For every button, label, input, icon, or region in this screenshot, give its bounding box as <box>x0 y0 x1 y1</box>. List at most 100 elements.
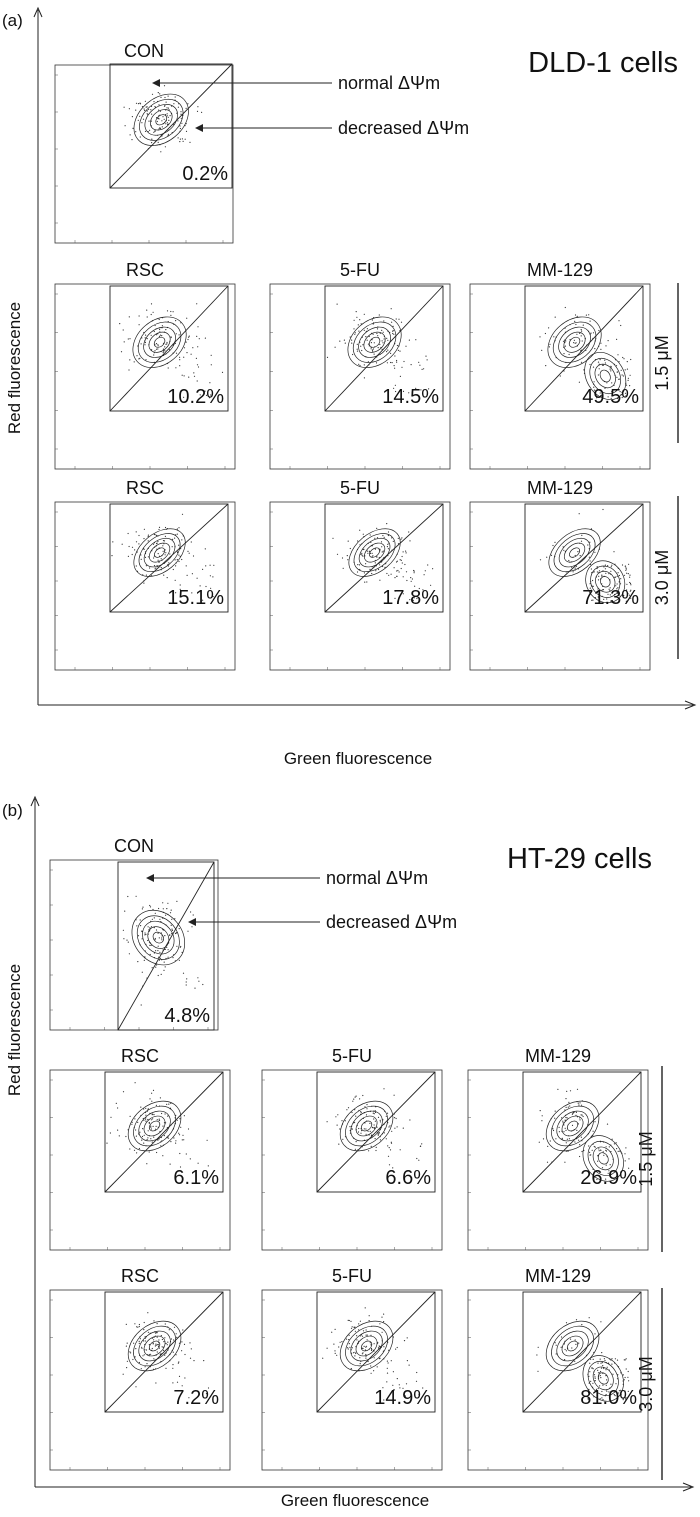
event-dot <box>143 1329 145 1331</box>
event-dot <box>621 564 624 566</box>
event-dot <box>160 973 162 976</box>
event-dot <box>189 1158 191 1160</box>
event-dot <box>362 555 364 557</box>
event-dot <box>140 558 142 561</box>
panel-title: DLD-1 cells <box>528 47 678 79</box>
event-dot <box>563 1343 566 1345</box>
event-dot <box>538 1141 540 1143</box>
density-contour <box>143 1335 166 1357</box>
annotation-arrowhead <box>195 124 203 132</box>
event-dot <box>153 1339 155 1341</box>
event-dot <box>158 1119 161 1121</box>
event-dot <box>375 1146 377 1148</box>
event-dot <box>141 938 143 940</box>
event-dot <box>373 1118 375 1120</box>
density-contour <box>148 1340 161 1352</box>
gate-diagonal <box>117 861 215 1031</box>
y-axis-label: Red fluorescence <box>5 302 24 434</box>
event-dot <box>370 342 372 344</box>
density-contour <box>138 533 181 573</box>
event-dot <box>410 364 412 366</box>
event-dot <box>389 1149 392 1151</box>
plot-name: RSC <box>126 478 164 498</box>
event-dot <box>150 1128 152 1130</box>
plot-name: 5-FU <box>332 1266 372 1286</box>
event-dot <box>138 315 140 317</box>
event-dot <box>348 1343 350 1345</box>
event-dot <box>135 531 137 533</box>
event-dot <box>578 513 580 515</box>
event-dot <box>415 1380 418 1382</box>
event-dot <box>602 1151 604 1153</box>
event-dot <box>408 392 410 394</box>
event-dot <box>623 574 626 576</box>
event-dot <box>142 985 144 987</box>
event-dot <box>167 902 169 904</box>
density-contour-low <box>589 357 622 395</box>
event-dot <box>135 102 138 104</box>
event-dot <box>175 1142 177 1144</box>
event-dot <box>170 933 173 935</box>
event-dot <box>379 1323 381 1325</box>
event-dot <box>390 573 392 575</box>
event-dot <box>413 570 415 572</box>
event-dot <box>589 320 591 322</box>
event-dot <box>598 1148 600 1150</box>
event-dot <box>375 362 378 364</box>
event-dot <box>141 1346 143 1348</box>
event-dot <box>168 1329 170 1331</box>
event-dot <box>191 592 193 594</box>
event-dot <box>150 1125 152 1127</box>
event-dot <box>597 579 600 581</box>
event-dot <box>150 334 152 336</box>
event-dot <box>405 571 408 573</box>
event-dot <box>598 1150 600 1152</box>
event-dot <box>578 381 581 383</box>
event-dot <box>602 508 604 511</box>
event-dot <box>363 1128 365 1130</box>
event-dot <box>395 1117 397 1120</box>
event-dot <box>122 1373 124 1375</box>
event-dot <box>606 1379 608 1381</box>
event-dot <box>157 345 159 347</box>
event-dot <box>162 545 164 547</box>
event-dot <box>426 359 428 361</box>
gate-box <box>117 861 215 1031</box>
event-dot <box>157 92 159 94</box>
plot-frame <box>49 1069 231 1251</box>
event-dot <box>591 599 593 601</box>
event-dot <box>374 537 376 539</box>
event-dot <box>399 375 401 377</box>
event-dot <box>575 323 577 326</box>
density-contour <box>345 1325 388 1367</box>
event-dot <box>394 577 396 579</box>
event-dot <box>564 1119 566 1121</box>
event-dot <box>352 1352 355 1354</box>
event-dot <box>616 590 618 592</box>
event-dot <box>607 396 609 398</box>
event-dot <box>347 1107 350 1109</box>
event-dot <box>421 368 423 370</box>
event-dot <box>123 938 125 940</box>
gate-diagonal <box>522 1291 642 1413</box>
event-dot <box>160 96 162 98</box>
event-dot <box>148 1151 150 1153</box>
event-dot <box>109 1132 111 1134</box>
event-dot <box>539 336 541 338</box>
plot-frame <box>54 501 236 671</box>
event-dot <box>157 945 159 947</box>
event-dot <box>157 1139 159 1141</box>
panel-title: HT-29 cells <box>507 843 652 875</box>
event-dot <box>168 119 170 121</box>
event-dot <box>611 382 613 384</box>
event-dot <box>364 1349 366 1351</box>
event-dot <box>158 1118 160 1120</box>
event-dot <box>574 567 576 569</box>
event-dot <box>151 93 154 95</box>
event-dot <box>188 552 190 554</box>
event-dot <box>136 355 138 357</box>
event-dot <box>176 1381 179 1383</box>
event-dot <box>156 1336 158 1338</box>
density-contour <box>144 104 178 136</box>
